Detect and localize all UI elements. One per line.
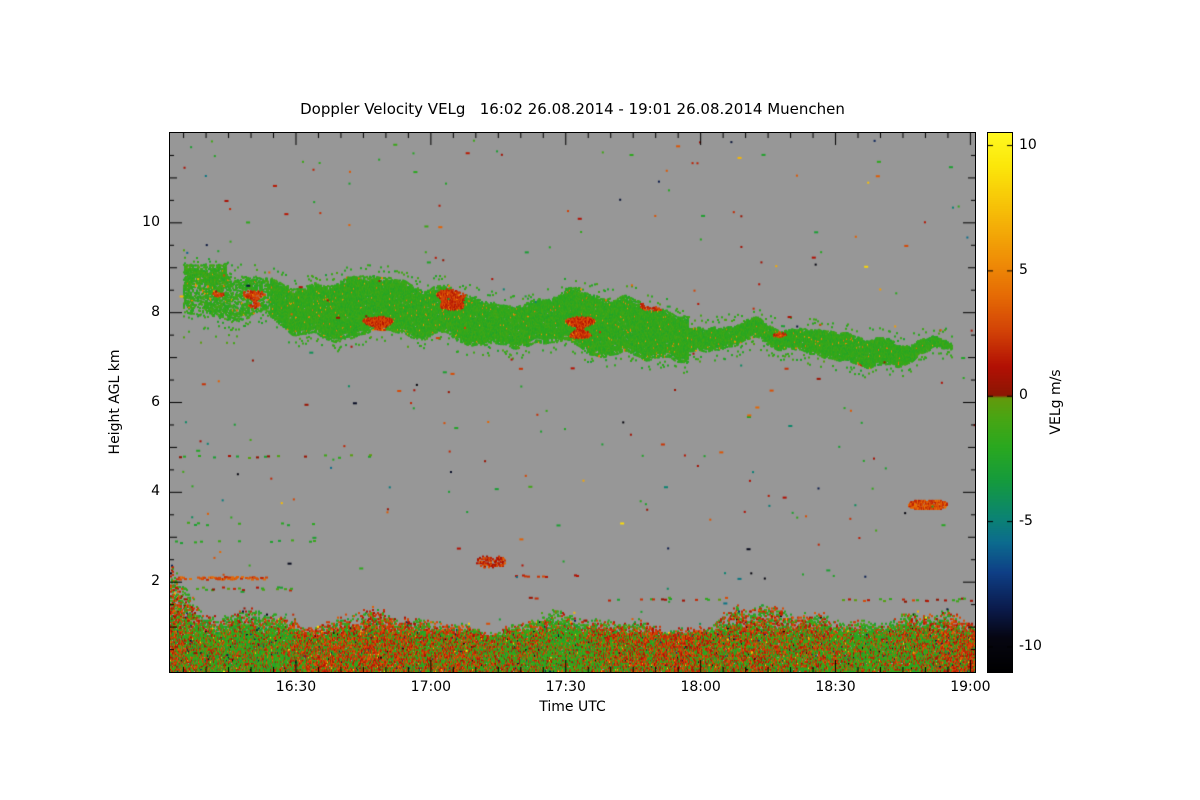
- colorbar-canvas: [988, 133, 1012, 672]
- colorbar-frame: [987, 132, 1013, 673]
- x-tick-label: 17:30: [545, 679, 586, 695]
- colorbar-tick-label: 10: [1019, 136, 1037, 153]
- colorbar-tick-label: -10: [1019, 637, 1042, 654]
- y-tick-label: 10: [142, 213, 160, 230]
- colorbar-tick-label: 5: [1019, 261, 1028, 278]
- y-tick-label: 4: [151, 483, 160, 500]
- y-tick-label: 6: [151, 393, 160, 410]
- x-tick-label: 19:00: [950, 679, 991, 695]
- colorbar-tick-label: 0: [1019, 387, 1028, 404]
- x-tick-label: 17:00: [410, 679, 452, 695]
- x-tick-label: 18:00: [680, 679, 721, 695]
- y-tick-label: 2: [151, 573, 160, 590]
- heatmap-canvas: [170, 133, 975, 672]
- x-tick-label: 16:30: [275, 679, 317, 695]
- colorbar-tick-label: -5: [1019, 512, 1033, 529]
- x-tick-label: 18:30: [815, 679, 856, 695]
- y-tick-label: 8: [151, 303, 160, 320]
- y-axis-label: Height AGL km: [107, 349, 123, 455]
- x-axis-label: Time UTC: [539, 699, 606, 715]
- chart-title: Doppler Velocity VELg 16:02 26.08.2014 -…: [300, 100, 845, 118]
- plot-border: [169, 132, 976, 673]
